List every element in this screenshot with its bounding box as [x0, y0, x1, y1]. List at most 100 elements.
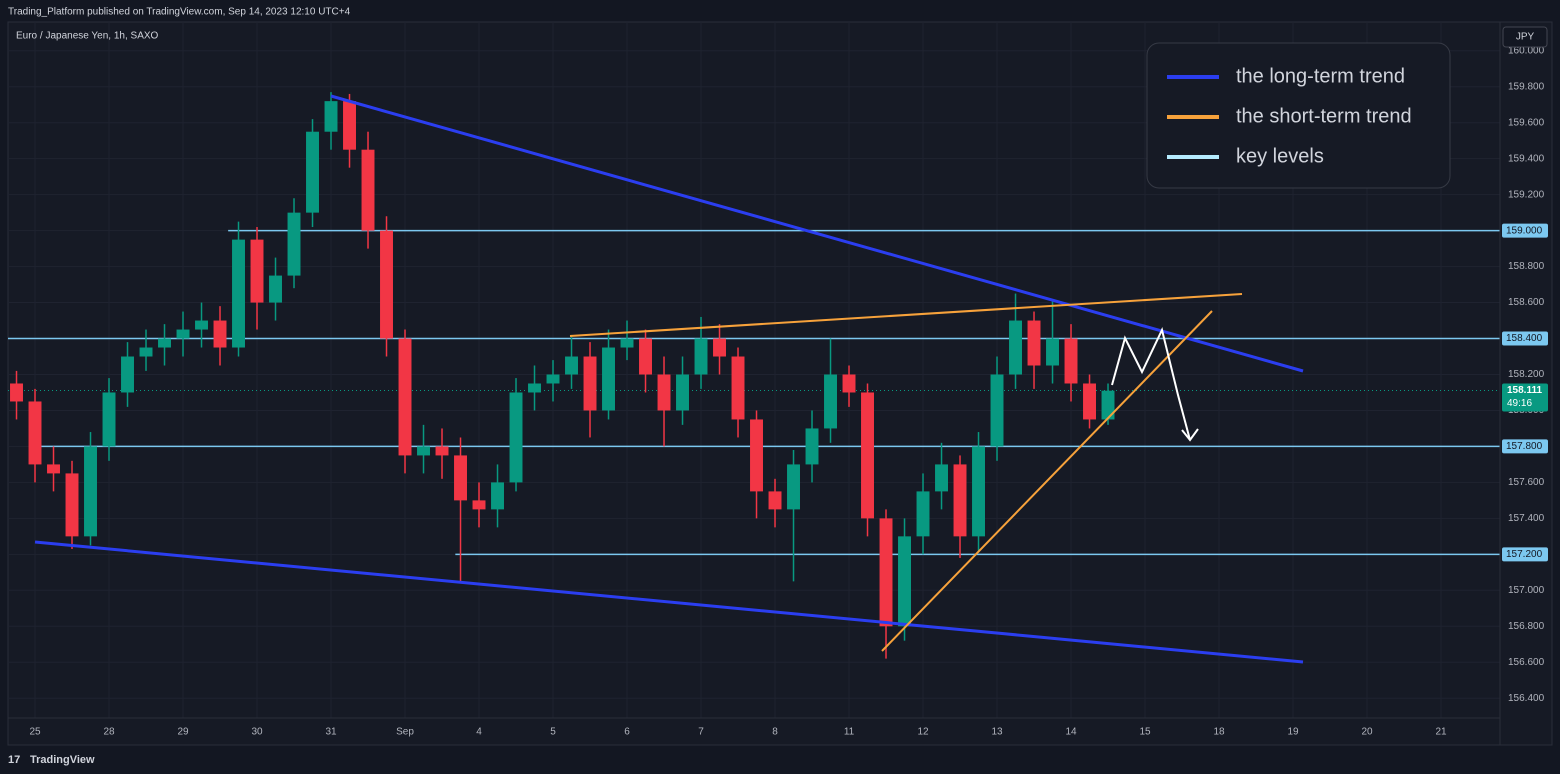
- y-tick-label: 157.000: [1508, 585, 1545, 596]
- x-tick-label: 29: [177, 727, 189, 738]
- candle-body: [972, 446, 985, 537]
- y-tick-label: 159.200: [1508, 189, 1545, 200]
- currency-box: [1502, 26, 1548, 48]
- candle-body: [861, 392, 874, 519]
- candle-body: [417, 446, 430, 456]
- brand-logo: 17: [8, 754, 20, 766]
- candle-body: [176, 329, 190, 339]
- candle-body: [28, 401, 42, 465]
- y-tick-label: 158.200: [1508, 369, 1545, 380]
- x-tick-label: 12: [917, 727, 929, 738]
- x-tick-label: 18: [1213, 727, 1225, 738]
- y-tick-label: 156.600: [1508, 657, 1545, 668]
- x-tick-label: 11: [844, 727, 855, 738]
- candle-body: [990, 374, 1004, 447]
- x-tick-label: 15: [1139, 727, 1151, 738]
- y-tick-label: 159.400: [1508, 153, 1545, 164]
- x-tick-label: 28: [103, 727, 115, 738]
- candle-body: [583, 356, 597, 411]
- candle-body: [935, 464, 948, 492]
- x-tick-label: 25: [29, 727, 41, 738]
- x-tick-label: 31: [325, 727, 337, 738]
- candle-body: [546, 374, 560, 384]
- header: Trading_Platform published on TradingVie…: [8, 7, 351, 18]
- axes: 156.400 156.600 156.800 157.000 157.200 157.4…: [29, 45, 1548, 738]
- candle-body: [1046, 338, 1059, 366]
- candle-body: [657, 374, 671, 411]
- candles: [10, 92, 1115, 659]
- y-tick-label: 157.400: [1508, 513, 1545, 524]
- candle-body: [343, 101, 356, 150]
- key-level-label: 157.200: [1506, 549, 1543, 560]
- key-level-tag: [1502, 547, 1548, 562]
- last-price-label: 158.111: [1507, 385, 1542, 396]
- y-tick-label: 160.000: [1508, 45, 1545, 56]
- candle-body: [842, 374, 856, 393]
- candle-body: [824, 374, 837, 429]
- legend-box: [1146, 42, 1451, 189]
- candle-body: [787, 464, 800, 510]
- key-levels: [8, 229, 1500, 556]
- candle-body: [121, 356, 134, 393]
- candle-body: [380, 230, 393, 339]
- y-tick-label: 157.600: [1508, 477, 1545, 488]
- candle-body: [158, 338, 171, 348]
- candle-body: [10, 383, 23, 402]
- x-tick-label: Sep: [396, 727, 414, 738]
- short-term-trend: [881, 310, 1213, 652]
- candle-body: [84, 446, 97, 537]
- projection-arrow: [1181, 428, 1199, 442]
- key-level-tag: [1502, 439, 1548, 454]
- candle-body: [1101, 390, 1115, 420]
- candle-body: [1027, 320, 1041, 366]
- key-level-tag: [1502, 331, 1548, 346]
- candle-body: [1064, 338, 1078, 384]
- candle-body: [65, 473, 79, 537]
- candle-body: [528, 383, 541, 393]
- candle-body: [250, 239, 264, 303]
- y-tick-label: 156.800: [1508, 621, 1545, 632]
- y-tick-label: 158.800: [1508, 261, 1545, 272]
- legend-label: the short-term trend: [1236, 105, 1412, 127]
- candle-body: [361, 149, 375, 231]
- x-tick-label: 5: [550, 727, 556, 738]
- candle-body: [472, 500, 486, 510]
- candle-body: [750, 419, 763, 492]
- candle-body: [269, 275, 282, 303]
- candle-body: [454, 455, 467, 501]
- candle-body: [676, 374, 689, 411]
- candle-body: [1083, 383, 1096, 420]
- candle-body: [306, 131, 319, 213]
- key-level-label: 157.800: [1506, 441, 1543, 452]
- candle-body: [139, 347, 153, 357]
- candle-body: [1009, 320, 1022, 375]
- candle-body: [102, 392, 116, 447]
- y-tick-label: 159.600: [1508, 117, 1545, 128]
- long-term-trend: [34, 540, 1304, 664]
- short-term-trend: [569, 293, 1243, 337]
- legend-label: the long-term trend: [1236, 65, 1405, 87]
- x-tick-label: 8: [772, 727, 778, 738]
- candle-body: [713, 338, 726, 357]
- x-tick-label: 30: [251, 727, 263, 738]
- candle-body: [916, 491, 930, 537]
- long-term-trend: [330, 94, 1304, 373]
- candle-body: [47, 464, 60, 474]
- y-tick-label: 158.600: [1508, 297, 1545, 308]
- legend-label: key levels: [1236, 145, 1324, 167]
- candle-body: [639, 338, 652, 375]
- countdown: 49:16: [1507, 398, 1532, 409]
- brand: TradingView: [30, 754, 95, 766]
- x-tick-label: 19: [1287, 727, 1299, 738]
- candle-body: [953, 464, 967, 537]
- x-tick-label: 14: [1065, 727, 1077, 738]
- candle-body: [232, 239, 245, 348]
- candle-body: [195, 320, 208, 330]
- x-tick-label: 21: [1435, 727, 1447, 738]
- projection: [1111, 327, 1191, 441]
- candle-body: [620, 338, 634, 348]
- y-tick-label: 156.400: [1508, 693, 1545, 704]
- x-tick-label: 7: [698, 727, 704, 738]
- candle-body: [435, 446, 449, 456]
